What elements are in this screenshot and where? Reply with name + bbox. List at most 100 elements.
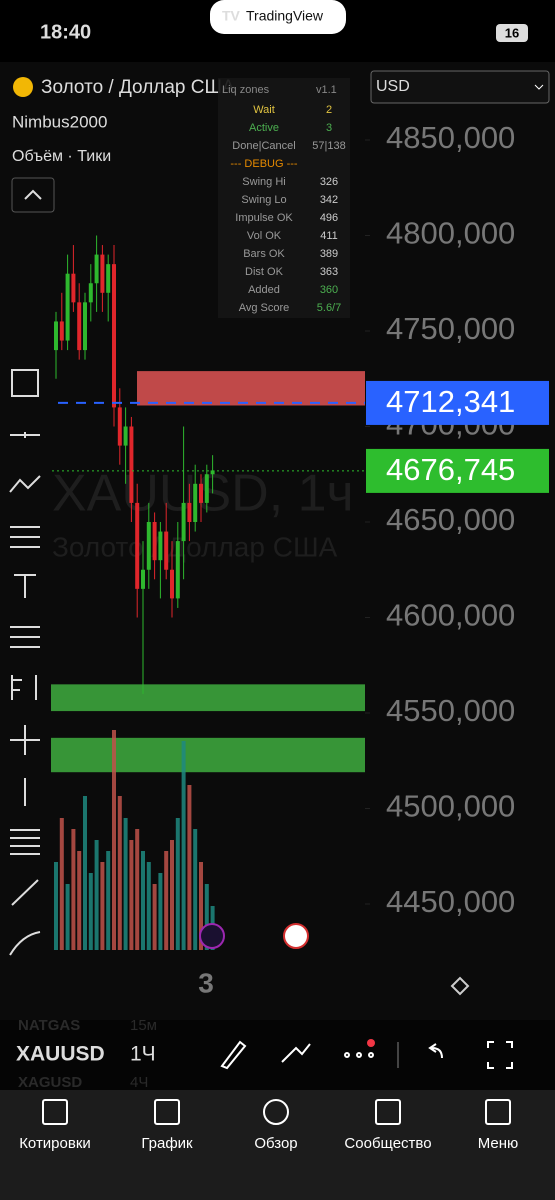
nav-label[interactable]: Котировки [19, 1135, 91, 1152]
volume-bar [175, 818, 180, 950]
brush-tool[interactable] [9, 931, 41, 956]
candle-body [88, 283, 93, 303]
trend-tool[interactable] [9, 475, 41, 493]
volume-bar [106, 851, 111, 950]
candle-body [135, 502, 140, 589]
forecast-tool[interactable] [11, 675, 37, 700]
candle-body [199, 483, 203, 503]
liquidity-zone [51, 737, 365, 773]
volume-bar [141, 851, 145, 950]
candle-body [187, 502, 192, 522]
rect-tool[interactable] [11, 369, 39, 397]
candle-body [158, 531, 163, 561]
undo-icon[interactable] [428, 1043, 443, 1059]
volume-bar [158, 873, 163, 950]
candle-body [117, 407, 122, 446]
nav-icon[interactable] [42, 1099, 68, 1125]
debug-value: 326 [320, 176, 338, 188]
volume-bar [204, 884, 209, 950]
bg-symbol: XAGUSD [18, 1074, 82, 1091]
debug-value: 389 [320, 248, 338, 260]
chevron [24, 189, 42, 200]
row-label: Done|Cancel [232, 140, 295, 152]
debug-value: 411 [320, 230, 338, 242]
candle-body [193, 483, 198, 522]
debug-value: 496 [320, 212, 338, 224]
nav-label[interactable]: Меню [478, 1135, 519, 1152]
volume-bar [170, 840, 174, 950]
nav-label[interactable]: График [141, 1135, 193, 1152]
liquidity-zone [137, 371, 365, 406]
chart: 4850,0004800,0004750,0004700,0004650,000… [51, 120, 549, 950]
debug-label: Swing Hi [242, 176, 285, 188]
debug-label: Avg Score [239, 302, 290, 314]
volume-bar [135, 829, 140, 950]
currency-select[interactable] [370, 70, 550, 104]
volume-bar [59, 818, 64, 950]
fib-tool[interactable] [10, 526, 40, 548]
candle-body [54, 321, 58, 351]
nav-icon[interactable] [263, 1099, 289, 1125]
volume-bar [54, 862, 58, 950]
volume-bar [199, 862, 203, 950]
volume-bar [94, 840, 99, 950]
fib-time-tool[interactable] [10, 829, 40, 855]
volume-bar [146, 862, 151, 950]
price-label: 4600,000 [386, 598, 515, 633]
indicator-panel: Liq zones v1.1 Wait 2 Active 3 Done|Canc… [218, 78, 350, 318]
nav-icon[interactable] [154, 1099, 180, 1125]
price-label: 4750,000 [386, 311, 515, 346]
nav-label[interactable]: Сообщество [344, 1135, 431, 1152]
nav-items: Котировки График Обзор Сообщество Меню [19, 1099, 519, 1152]
price-marker [366, 380, 549, 425]
symbol-toolbar [0, 1020, 555, 1090]
price-label: 4500,000 [386, 789, 515, 824]
panel-bg [218, 78, 350, 318]
debug-label: Vol OK [247, 230, 282, 242]
candle-body [170, 569, 174, 599]
debug-label: Dist OK [245, 266, 284, 278]
candle-body [59, 321, 64, 341]
row-value: 57|138 [312, 140, 345, 152]
settings-icon[interactable] [450, 976, 470, 996]
line-tool[interactable] [11, 879, 39, 906]
candle-body [164, 531, 169, 570]
indicator-version: v1.1 [316, 84, 337, 96]
more-icon[interactable] [344, 1052, 350, 1058]
draw-icon[interactable] [220, 1040, 247, 1070]
events-icon[interactable] [199, 923, 225, 949]
cross-tool[interactable] [10, 725, 40, 755]
author: Nimbus2000 [12, 112, 107, 131]
nav-icon[interactable] [375, 1099, 401, 1125]
app-logo: TV [222, 8, 241, 24]
volume-bar [88, 873, 93, 950]
volume-label: Объём · Тики [12, 148, 111, 165]
us-flag-icon[interactable] [283, 923, 309, 949]
bg-symbol: NATGAS [18, 1017, 80, 1034]
hline-tool[interactable] [10, 432, 40, 438]
text-tool[interactable] [14, 574, 36, 598]
indicators-icon[interactable] [281, 1043, 311, 1063]
currency: USD [376, 78, 410, 95]
nav-icon[interactable] [485, 1099, 511, 1125]
liquidity-zone [51, 684, 365, 712]
toolbar-icons [220, 1040, 513, 1070]
interval[interactable]: 1Ч [130, 1043, 156, 1066]
notification-dot [367, 1039, 375, 1047]
row-label: Wait [253, 104, 275, 116]
pattern-tool[interactable] [10, 626, 40, 648]
candle-body [123, 426, 128, 446]
fullscreen-icon[interactable] [487, 1041, 513, 1069]
nav-label[interactable]: Обзор [254, 1135, 297, 1152]
candle-body [146, 522, 151, 570]
candle-body [141, 569, 145, 589]
bg-interval: 15м [130, 1017, 157, 1034]
candle-body [94, 254, 99, 284]
row-value: 3 [326, 122, 332, 134]
volume-bar [123, 818, 128, 950]
candle-body [71, 273, 76, 303]
drawing-toolbar [9, 369, 41, 956]
symbol[interactable]: XAUUSD [16, 1043, 105, 1066]
collapse-button[interactable] [11, 177, 55, 213]
candle-body [129, 426, 134, 503]
